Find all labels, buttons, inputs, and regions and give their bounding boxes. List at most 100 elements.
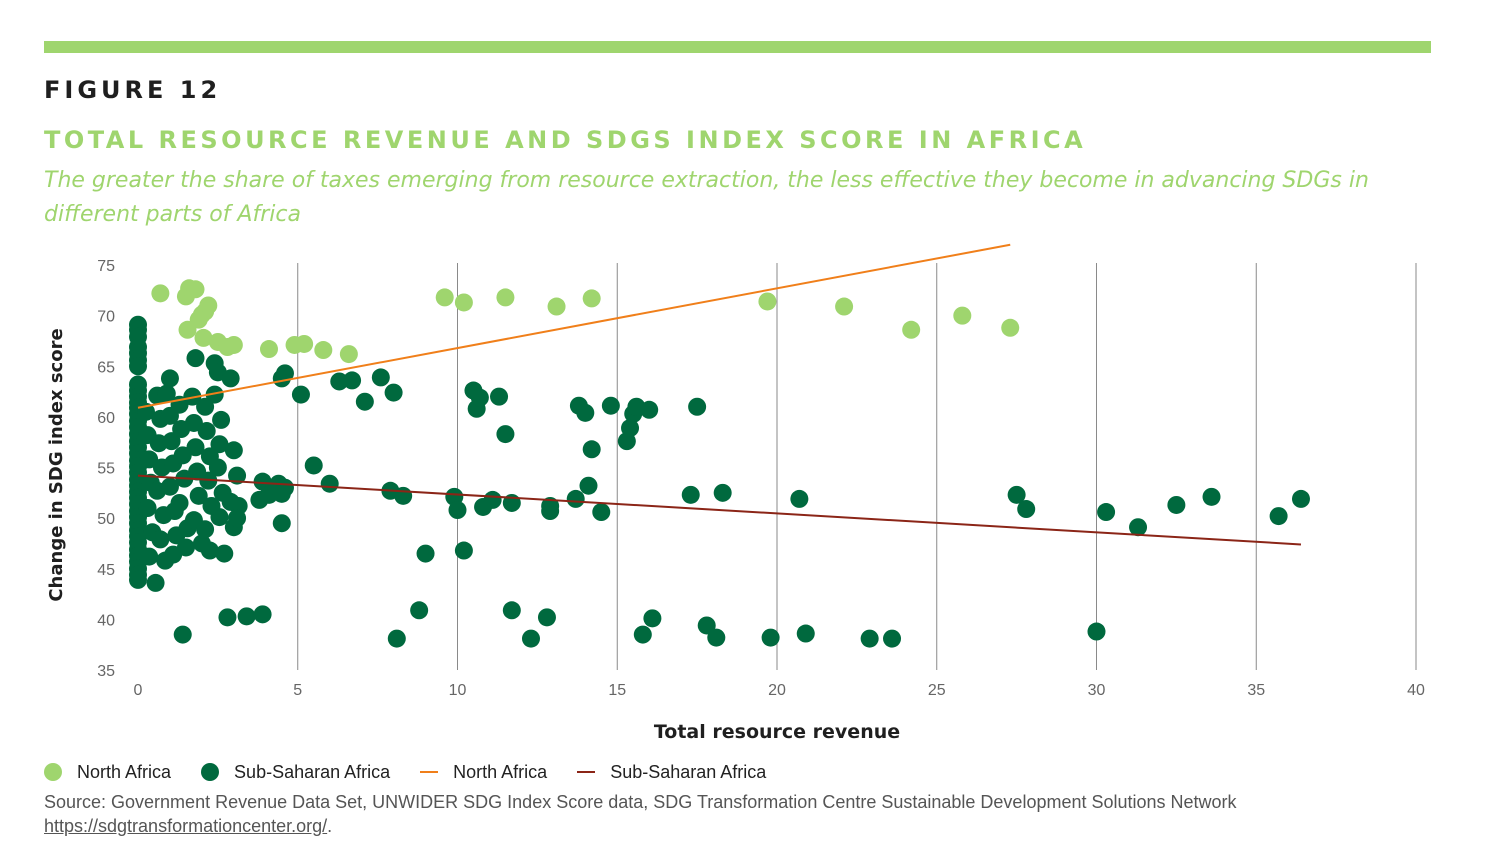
x-tick-label: 25	[928, 682, 946, 699]
source-text: Source: Government Revenue Data Set, UNW…	[44, 792, 1237, 812]
y-tick-label: 45	[97, 562, 115, 579]
sub-saharan-point	[186, 349, 205, 368]
sub-saharan-point	[272, 484, 291, 503]
sub-saharan-point	[384, 383, 403, 402]
legend-label: North Africa	[453, 761, 548, 782]
y-tick-label: 60	[97, 410, 115, 427]
sub-saharan-point	[320, 474, 339, 493]
sub-saharan-trendline	[137, 474, 1302, 546]
sub-saharan-point	[170, 493, 189, 512]
north-africa-point	[496, 288, 515, 307]
x-tick-label: 20	[768, 682, 786, 699]
sub-saharan-point	[387, 629, 406, 648]
north-africa-point	[339, 345, 358, 364]
sub-saharan-point	[537, 608, 556, 627]
north-africa-point	[953, 306, 972, 325]
north-africa-point	[224, 335, 243, 354]
sub-saharan-point	[215, 544, 234, 563]
sub-saharan-point	[579, 476, 598, 495]
y-tick-label: 70	[97, 309, 115, 326]
sub-saharan-point	[160, 369, 179, 388]
x-tick-label: 35	[1247, 682, 1265, 699]
sub-saharan-point	[713, 483, 732, 502]
sub-saharan-point	[707, 628, 726, 647]
sub-saharan-point	[157, 384, 176, 403]
north-africa-point	[178, 320, 197, 339]
x-tick-label: 40	[1407, 682, 1425, 699]
sub-saharan-point	[541, 502, 560, 521]
trendlines	[137, 243, 1302, 546]
source-note: Source: Government Revenue Data Set, UNW…	[44, 790, 1444, 838]
north-africa-point	[259, 340, 278, 359]
sub-saharan-point	[208, 458, 227, 477]
sub-saharan-point	[643, 609, 662, 628]
sub-saharan-point	[160, 477, 179, 496]
sub-saharan-point	[566, 489, 585, 508]
sub-saharan-point	[582, 440, 601, 459]
north-africa-point	[582, 289, 601, 308]
sub-saharan-point	[205, 385, 224, 404]
sub-saharan-point	[197, 422, 216, 441]
y-tick-label: 55	[97, 461, 115, 478]
y-tick-label: 35	[97, 663, 115, 680]
sub-saharan-point	[221, 369, 240, 388]
sub-saharan-point	[210, 435, 229, 454]
x-tick-labels: 0 5 10 15 20 25 30 35 40	[134, 682, 1425, 699]
sub-saharan-point	[490, 387, 509, 406]
y-tick-label: 65	[97, 359, 115, 376]
sub-saharan-point	[275, 364, 294, 383]
chart-legend: North Africa Sub-Saharan Africa North Af…	[44, 759, 796, 785]
sub-saharan-point	[186, 438, 205, 457]
legend-swatch	[577, 771, 596, 773]
y-tick-label: 75	[97, 258, 115, 275]
source-trailing: .	[327, 816, 333, 836]
north-africa-point	[902, 320, 921, 339]
sub-saharan-point	[184, 413, 203, 432]
north-africa-point	[151, 284, 170, 303]
sub-saharan-point	[253, 605, 272, 624]
sub-saharan-point	[210, 508, 229, 527]
north-africa-points	[151, 279, 1020, 364]
sub-saharan-point	[688, 397, 707, 416]
x-tick-label: 15	[608, 682, 626, 699]
sub-saharan-point	[681, 485, 700, 504]
sub-saharan-point	[454, 541, 473, 560]
north-africa-point	[295, 334, 314, 353]
scatter-chart: 35 40 45 50 55 60 65 70 75 0 5 10 15 20 25 30 35 40 Tota…	[46, 243, 1425, 743]
north-africa-point	[1001, 318, 1020, 337]
sub-saharan-point	[796, 624, 815, 643]
sub-saharan-point	[1129, 518, 1148, 537]
sub-saharan-point	[1202, 487, 1221, 506]
sub-saharan-point	[129, 570, 147, 589]
sub-saharan-point	[883, 629, 902, 648]
sub-saharan-point	[196, 397, 215, 416]
sub-saharan-point	[146, 573, 165, 592]
sub-saharan-point	[151, 530, 170, 549]
north-africa-trendline	[137, 243, 1011, 409]
figure-label: FIGURE 12	[44, 76, 222, 104]
sub-saharan-point	[228, 509, 247, 528]
sub-saharan-point	[860, 629, 879, 648]
sub-saharan-point	[371, 368, 390, 387]
gridlines	[297, 263, 1417, 670]
x-tick-label: 5	[293, 682, 302, 699]
sub-saharan-point	[355, 392, 374, 411]
sub-saharan-point	[448, 501, 467, 520]
source-link[interactable]: https://sdgtransformationcenter.org/	[44, 816, 328, 836]
legend-item-north-africa-points: North Africa	[44, 762, 171, 783]
legend-label: North Africa	[77, 761, 172, 782]
sub-saharan-point	[761, 628, 780, 647]
sub-saharan-point	[1167, 495, 1186, 514]
sub-saharan-point	[189, 486, 208, 505]
sub-saharan-point	[173, 446, 192, 465]
sub-saharan-point	[173, 625, 192, 644]
sub-saharan-point	[304, 456, 323, 475]
x-tick-label: 0	[134, 682, 143, 699]
sub-saharan-point	[291, 385, 310, 404]
sub-saharan-point	[140, 450, 159, 469]
sub-saharan-point	[1087, 622, 1106, 641]
sub-saharan-point	[1269, 507, 1288, 526]
y-tick-label: 40	[97, 612, 115, 629]
sub-saharan-point	[633, 625, 652, 644]
north-africa-point	[454, 293, 473, 312]
